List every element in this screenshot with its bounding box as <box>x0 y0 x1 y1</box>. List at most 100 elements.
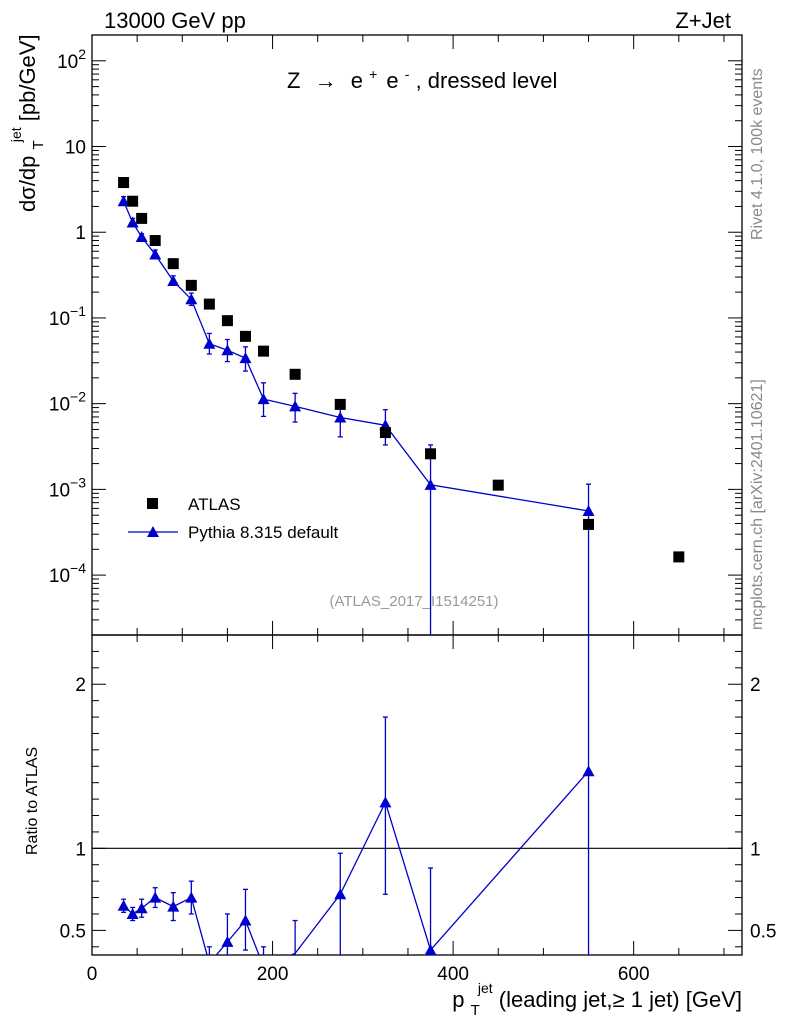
atlas-point <box>379 427 391 439</box>
ratio-point <box>126 907 139 919</box>
y-tick-exponent: −4 <box>70 560 86 576</box>
main-y-label: dσ/dp T jet [pb/GeV] <box>1 34 48 212</box>
ratio-x-axis: 0 200 400 600 <box>87 635 725 985</box>
ylabel-num: dσ/dp <box>15 156 40 212</box>
atlas-point <box>127 195 139 207</box>
title-rest: , dressed level <box>416 68 558 93</box>
ratio-point <box>582 765 595 777</box>
main-frame <box>91 34 743 636</box>
pythia-point <box>334 411 347 423</box>
y-tick-label: 102 <box>57 46 86 73</box>
pythia-point <box>185 293 198 305</box>
title-sup1: + <box>369 66 377 82</box>
atlas-point <box>118 177 130 189</box>
pythia-point <box>126 216 139 228</box>
atlas-point <box>203 298 215 310</box>
ylabel-unit: [pb/GeV] <box>15 34 40 121</box>
pythia-point <box>239 352 252 364</box>
ratio-point <box>167 900 180 912</box>
ratio-tick-label-left: 1 <box>75 839 86 860</box>
legend-atlas-marker <box>147 498 158 509</box>
xlabel-p: p <box>452 987 464 1012</box>
atlas-point <box>136 212 148 224</box>
xlabel-rest: (leading jet,≥ 1 jet) [GeV] <box>499 987 742 1012</box>
pythia-point <box>117 195 130 207</box>
y-tick-label: 10 <box>65 138 86 159</box>
pythia-point <box>424 478 437 490</box>
ratio-point <box>149 891 162 903</box>
atlas-point <box>185 279 197 291</box>
ratio-tick-label-right: 2 <box>750 675 761 696</box>
y-tick-exponent: −1 <box>70 303 86 319</box>
x-tick-label: 600 <box>618 964 650 985</box>
ratio-point <box>135 902 148 914</box>
rivet-label: Rivet 4.1.0, 100k events <box>749 68 766 240</box>
ratio-data <box>92 635 742 956</box>
ratio-y-label: Ratio to ATLAS <box>24 747 41 855</box>
ratio-point <box>334 888 347 900</box>
main-x-axis <box>91 35 725 635</box>
ratio-point <box>379 796 392 808</box>
legend-pythia-marker <box>147 526 159 537</box>
y-tick-label: 10−2 <box>49 389 86 416</box>
xlabel-sup: jet <box>477 980 493 996</box>
main-title: Z → e + e - , dressed level <box>287 59 557 93</box>
atlas-point <box>149 235 161 247</box>
y-tick-base: 10 <box>49 395 70 416</box>
atlas-point <box>425 448 437 460</box>
pythia-point <box>289 400 302 412</box>
atlas-point <box>492 479 504 491</box>
ratio-tick-label-left: 0.5 <box>60 921 86 942</box>
pythia-point <box>582 504 595 516</box>
y-tick-exponent: −3 <box>70 474 86 490</box>
y-tick-base: 10 <box>57 52 78 73</box>
title-sup2: - <box>405 66 410 82</box>
atlas-point <box>167 258 179 270</box>
title-e2: e <box>386 68 398 93</box>
atlas-point <box>221 315 233 327</box>
pythia-point <box>203 337 216 349</box>
main-data <box>117 177 685 635</box>
atlas-point <box>289 368 301 380</box>
ratio-point <box>185 891 198 903</box>
ratio-point <box>117 899 130 911</box>
ratio-point <box>424 944 437 956</box>
pythia-line <box>122 200 589 512</box>
x-tick-label: 0 <box>87 964 98 985</box>
pythia-point <box>167 274 180 286</box>
ratio-frame <box>91 634 743 956</box>
legend-pythia-label: Pythia 8.315 default <box>188 523 339 542</box>
x-tick-label: 200 <box>257 964 289 985</box>
title-arrow: → <box>315 68 337 93</box>
y-tick-label: 10−4 <box>49 560 86 587</box>
legend: ATLAS Pythia 8.315 default <box>128 495 339 542</box>
pythia-point <box>135 230 148 242</box>
y-tick-base: 10 <box>49 309 70 330</box>
pythia-point <box>149 248 162 260</box>
mcplots-label: mcplots.cern.ch [arXiv:2401.10621] <box>749 379 766 630</box>
title-z: Z <box>287 68 300 93</box>
ratio-tick-label-right: 0.5 <box>750 921 776 942</box>
y-tick-base: 10 <box>49 566 70 587</box>
xlabel-sub: T <box>471 1002 480 1019</box>
pythia-point <box>221 344 234 356</box>
y-tick-exponent: −2 <box>70 389 86 405</box>
x-axis-label: p T jet (leading jet,≥ 1 jet) [GeV] <box>452 973 742 1020</box>
y-tick-exponent: 2 <box>78 46 86 62</box>
y-tick-base: 10 <box>49 480 70 501</box>
ratio-panel: 2 2 1 1 0.5 0.5 0 200 400 600 Ratio to ATLAS <box>24 634 776 985</box>
pythia-point <box>257 393 270 405</box>
ratio-y-axis: 2 2 1 1 0.5 0.5 <box>60 634 776 948</box>
ratio-point <box>239 914 252 926</box>
title-e1: e <box>351 68 363 93</box>
atlas-point <box>258 345 270 357</box>
atlas-point <box>334 398 346 410</box>
analysis-label: (ATLAS_2017_I1514251) <box>329 593 498 610</box>
atlas-point <box>239 330 251 342</box>
y-tick-label: 10−3 <box>49 474 86 501</box>
ylabel-sup: jet <box>8 127 24 143</box>
legend-atlas-label: ATLAS <box>188 495 241 514</box>
